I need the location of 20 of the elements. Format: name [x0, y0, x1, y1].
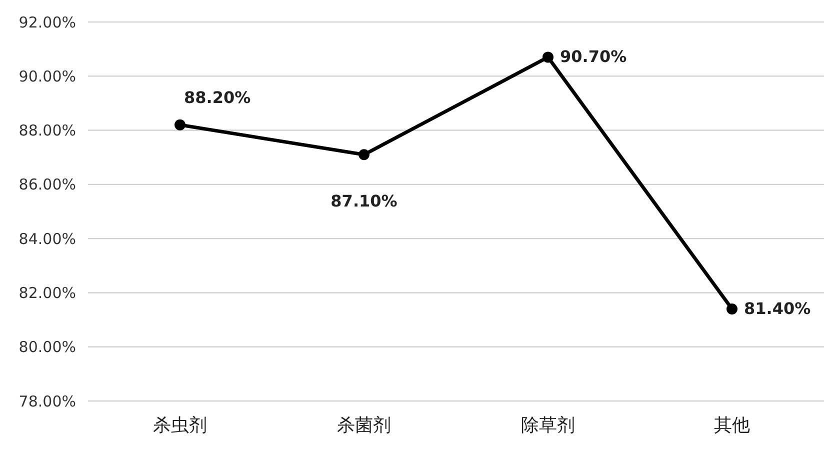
- data-label: 87.10%: [330, 192, 398, 211]
- x-tick-label: 除草剂: [521, 415, 575, 436]
- y-tick-label: 80.00%: [18, 338, 76, 356]
- y-tick-label: 86.00%: [18, 176, 76, 194]
- y-tick-label: 92.00%: [18, 13, 76, 32]
- data-label: 90.70%: [560, 47, 627, 66]
- x-tick-label: 杀虫剂: [153, 415, 207, 436]
- x-tick-label: 杀菌剂: [337, 415, 391, 436]
- y-tick-label: 88.00%: [18, 122, 76, 140]
- y-tick-label: 84.00%: [18, 230, 76, 248]
- y-tick-label: 82.00%: [18, 284, 76, 302]
- point: [542, 52, 554, 63]
- data-label: 81.40%: [744, 298, 811, 318]
- point: [174, 119, 186, 130]
- data-label: 88.20%: [184, 88, 251, 107]
- x-tick-label: 其他: [714, 415, 750, 436]
- point: [358, 149, 370, 160]
- point: [726, 303, 738, 314]
- y-tick-label: 78.00%: [18, 392, 76, 410]
- y-tick-label: 90.00%: [18, 67, 76, 86]
